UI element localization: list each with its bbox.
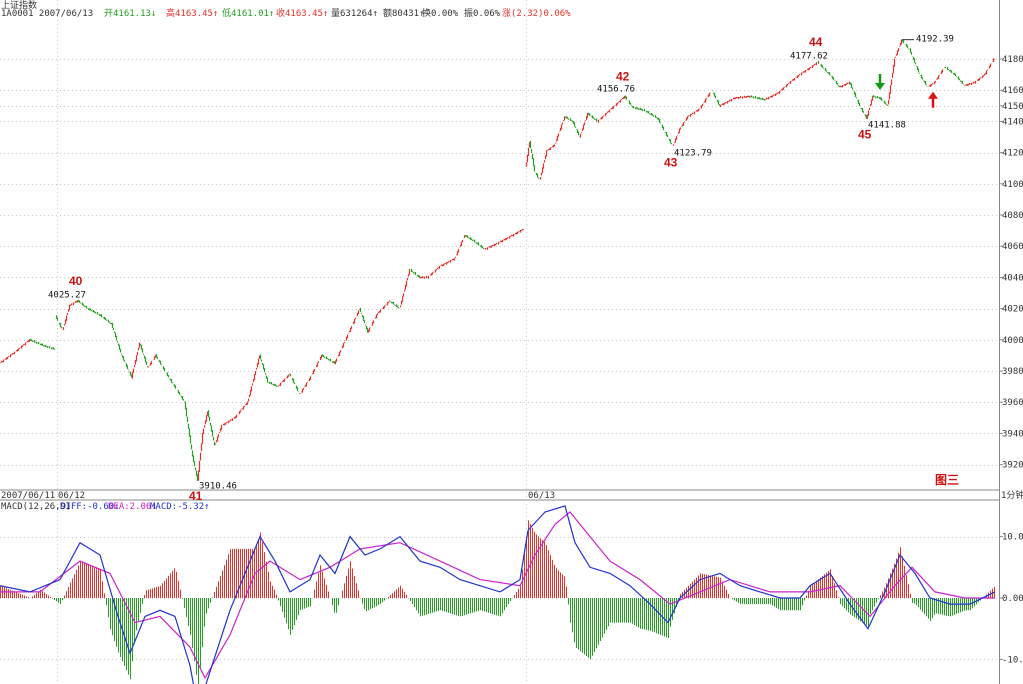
- macd-lines: [0, 505, 996, 684]
- diff-line: [0, 505, 996, 684]
- y-axis-ticks: 3920. 3940. 3960. 3980. 4000. 4020. 4040. 4060.…: [999, 55, 1023, 665]
- price-annotation: 3910.46: [199, 481, 237, 491]
- price-tick-label: 4060.: [1002, 242, 1023, 252]
- diff-value: DIFF:-0.60↓: [60, 502, 120, 512]
- volume-value: 量631264↑: [331, 8, 378, 19]
- macd-tick-label: -10.00: [1002, 655, 1023, 665]
- open-value: 开4161.13↓: [104, 8, 156, 19]
- amount-value: 额80431↑: [383, 7, 425, 19]
- price-tick-label: 4160.: [1002, 86, 1023, 96]
- date-axis: 2007/06/11 06/12 06/13 1分钟: [1, 489, 1023, 501]
- price-tick-label: 3980.: [1002, 367, 1023, 377]
- change-value: 涨(2.32)0.06%: [502, 8, 571, 19]
- date-label-0613: 06/13: [528, 491, 555, 501]
- low-value: 低4161.01↑: [222, 7, 274, 19]
- macd-histogram: [0, 520, 995, 684]
- close-value: 收4163.45↑: [276, 7, 328, 19]
- price-annotation: 4192.39: [916, 35, 954, 45]
- price-tick-label: 4040.: [1002, 273, 1023, 283]
- price-annotation: 4177.62: [790, 52, 828, 62]
- price-tick-label: 4080.: [1002, 211, 1023, 221]
- price-tick-label: 4000.: [1002, 336, 1023, 346]
- price-tick-label: 4140.: [1002, 117, 1023, 127]
- macd-params: MACD(12,26,9): [1, 502, 71, 512]
- high-value: 高4163.45↑: [166, 7, 218, 19]
- wave-label: 41: [189, 489, 203, 503]
- price-tick-label: 3920.: [1002, 461, 1023, 471]
- price-tick-label: 4150.: [1002, 102, 1023, 112]
- wave-label: 44: [809, 35, 823, 49]
- price-tick-label: 3960.: [1002, 398, 1023, 408]
- wave-label: 45: [858, 127, 872, 141]
- price-tick-label: 4180.: [1002, 55, 1023, 65]
- dea-line: [0, 511, 995, 680]
- price-annotation: 4141.88: [868, 120, 906, 130]
- date-label-0612: 06/12: [58, 491, 85, 501]
- price-annotation: 4025.27: [48, 290, 86, 300]
- price-tick-label: 3940.: [1002, 429, 1023, 439]
- price-series: [0, 39, 996, 481]
- macd-tick-label: 10.00: [1002, 533, 1023, 543]
- dea-value: DEA:2.06↓: [108, 502, 157, 512]
- wave-label: 40: [69, 274, 83, 288]
- index-name: 上证指数: [1, 0, 37, 11]
- price-tick-label: 4120.: [1002, 149, 1023, 159]
- price-annotation: 4123.79: [674, 149, 712, 159]
- down-arrow-icon: [875, 83, 885, 90]
- up-arrow-icon: [928, 91, 938, 99]
- wave-label: 43: [664, 155, 678, 169]
- price-header: 上证指数 1A0001 2007/06/13 开4161.13↓ 高4163.4…: [1, 0, 571, 19]
- macd-tick-label: 0.00: [1002, 594, 1023, 604]
- wave-label: 42: [616, 69, 630, 83]
- price-tick-label: 4100.: [1002, 180, 1023, 190]
- figure-label: 图三: [935, 473, 959, 487]
- time-unit-label: 1分钟: [1001, 489, 1023, 501]
- macd-value: MACD:-5.32↑: [150, 502, 210, 512]
- macd-header: MACD(12,26,9) DIFF:-0.60↓ DEA:2.06↓ MACD…: [1, 502, 210, 512]
- price-tick-label: 4020.: [1002, 305, 1023, 315]
- amplitude-value: 振0.06%: [464, 7, 501, 19]
- price-annotation: 4156.76: [597, 84, 635, 94]
- price-annotations: 4025.27 3910.46 4156.76 4123.79 4177.62 4141.…: [48, 35, 954, 504]
- code-date: 1A0001 2007/06/13: [1, 9, 93, 19]
- grid: [0, 0, 998, 684]
- date-label-0611: 2007/06/11: [1, 491, 55, 501]
- turnover-value: 换0.00%: [422, 7, 459, 19]
